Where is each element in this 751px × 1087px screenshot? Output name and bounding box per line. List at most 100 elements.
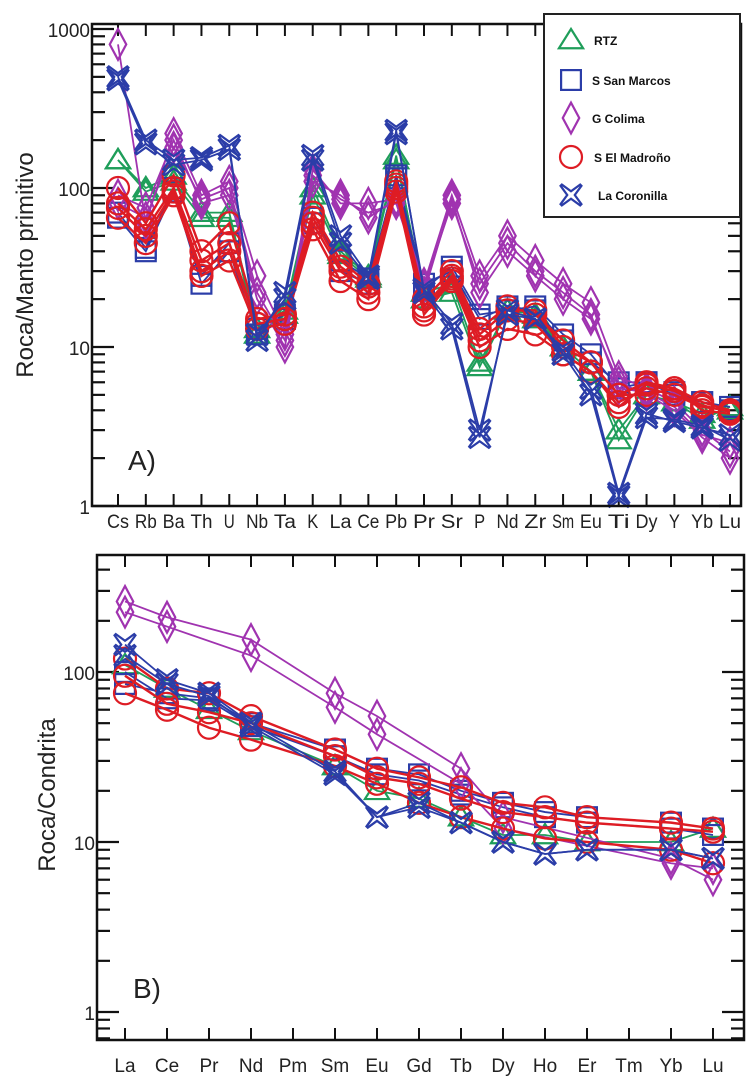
point-g-colima-sr	[442, 177, 462, 214]
legend-marker-x-icon	[559, 183, 583, 207]
point-s-el-madrono-ba	[161, 175, 186, 201]
point-s-el-madrono-ce	[154, 691, 180, 716]
point-g-colima-ta	[275, 329, 295, 365]
series-g-colima	[115, 594, 723, 887]
series-la-coronilla	[106, 67, 742, 506]
x-tick-label-cs: Cs	[107, 512, 129, 533]
point-g-colima-cs	[108, 26, 128, 63]
point-s-el-madrono-sr	[439, 259, 464, 284]
legend-entry-rtz: RTZ	[556, 26, 617, 50]
point-s-el-madrono-sm	[322, 737, 348, 762]
point-s-el-madrono-eu	[364, 771, 390, 796]
point-la-coronilla-nd	[495, 302, 520, 327]
point-s-el-madrono-dy	[634, 370, 659, 395]
y-tick-label-1000: 1000	[48, 21, 90, 42]
point-la-coronilla-tb	[449, 810, 473, 835]
point-s-el-madrono-la	[328, 268, 353, 294]
x-tick-label-pr: Pr	[413, 512, 436, 533]
point-la-coronilla-ba	[161, 152, 186, 177]
point-s-el-madrono-yb	[690, 390, 715, 415]
point-s-el-madrono-yb	[658, 810, 684, 835]
point-s-el-madrono-la	[112, 681, 138, 706]
point-la-coronilla-dy	[634, 401, 659, 426]
x-tick-label-yb: Yb	[691, 512, 713, 533]
y-tick-label-1: 1	[79, 498, 90, 519]
point-la-coronilla-gd	[407, 795, 431, 820]
x-tick-label-u: U	[224, 512, 235, 533]
x-tick-label-dy: Dy	[491, 1056, 515, 1077]
panel-a-series	[103, 26, 745, 509]
point-s-el-madrono-th	[189, 248, 214, 273]
point-la-coronilla-sr	[439, 316, 464, 341]
y-tick-label-10: 10	[69, 339, 90, 360]
point-s-el-madrono-rb	[133, 223, 158, 248]
point-g-colima-la	[331, 177, 351, 214]
point-g-colima-th	[191, 181, 211, 217]
point-la-coronilla-yb	[659, 837, 683, 862]
x-tick-label-ti: Ti	[608, 512, 630, 533]
point-g-colima-zr	[525, 258, 545, 294]
point-g-colima-ta	[275, 322, 295, 359]
point-rtz-p	[465, 353, 494, 377]
point-la-coronilla-yb	[690, 415, 715, 440]
point-la-coronilla-la	[328, 231, 353, 256]
legend-entry-s-el-madrono: S El Madroño	[558, 144, 671, 170]
point-s-el-madrono-p	[467, 316, 492, 341]
point-la-coronilla-cs	[106, 67, 130, 92]
point-s-el-madrono-u	[217, 248, 242, 273]
x-tick-label-eu: Eu	[580, 512, 602, 533]
legend-entry-s-san-marcos: S San Marcos	[559, 68, 671, 91]
point-s-el-madrono-tb	[448, 786, 474, 811]
point-g-colima-th	[191, 185, 211, 222]
x-tick-label-y: Y	[669, 512, 680, 533]
point-la-coronilla-y	[662, 409, 687, 434]
point-s-el-madrono-lu	[700, 819, 726, 844]
point-la-coronilla-eu	[365, 805, 389, 830]
point-s-el-madrono-p	[467, 334, 492, 360]
point-g-colima-sm	[553, 281, 573, 317]
y-tick-label-1: 1	[84, 1004, 95, 1025]
point-s-el-madrono-ba	[161, 183, 186, 208]
point-s-el-madrono-u	[217, 231, 242, 256]
x-tick-label-gd: Gd	[406, 1056, 431, 1077]
series-line-s-el-madrono	[124, 674, 714, 833]
point-la-coronilla-la	[113, 632, 137, 657]
x-tick-label-er: Er	[578, 1056, 598, 1077]
point-la-coronilla-sr	[439, 311, 464, 336]
x-tick-label-yb: Yb	[659, 1056, 682, 1077]
series-s-el-madrono	[105, 179, 743, 425]
panel-b-y-axis-title: Roca/Condrita	[34, 718, 61, 872]
legend-marker-square-icon	[559, 68, 582, 91]
point-la-coronilla-nd	[239, 714, 263, 739]
point-s-el-madrono-rb	[133, 217, 158, 242]
point-la-coronilla-sm	[551, 338, 575, 363]
point-la-coronilla-u	[217, 137, 242, 162]
y-tick-label-10: 10	[74, 834, 95, 855]
point-rtz-eu	[362, 777, 392, 801]
series-la-coronilla	[113, 632, 725, 871]
point-la-coronilla-rb	[133, 131, 158, 156]
point-g-colima-cs	[108, 177, 128, 214]
point-s-el-madrono-rb	[133, 231, 158, 256]
panel-b-label: B)	[133, 973, 161, 1004]
panel-a-frame	[90, 22, 743, 508]
point-g-colima-eu	[367, 698, 387, 734]
panel-b-chart: La Ce Pr Nd Pm Sm Eu Gd Tb Dy Ho Er Tm Yb Lu 1 10 100 Ro…	[34, 553, 746, 1077]
point-g-colima-sr	[442, 181, 462, 217]
point-la-coronilla-pr	[197, 684, 221, 709]
legend-marker-circle-icon	[558, 144, 584, 170]
point-g-colima-dy	[493, 810, 513, 847]
point-la-coronilla-lu	[718, 423, 742, 447]
point-g-colima-la	[115, 583, 135, 620]
point-la-coronilla-ho	[533, 842, 557, 866]
point-s-el-madrono-lu	[700, 851, 726, 876]
point-s-el-madrono-k	[300, 211, 325, 236]
point-s-el-madrono-eu	[364, 756, 390, 781]
point-g-colima-lu	[720, 440, 740, 476]
point-la-coronilla-lu	[718, 428, 742, 452]
point-s-el-madrono-dy	[490, 790, 516, 815]
x-tick-label-lu: Lu	[719, 512, 741, 533]
point-rtz-th	[187, 204, 216, 228]
point-g-colima-zr	[525, 253, 545, 289]
point-la-coronilla-er	[575, 837, 599, 862]
